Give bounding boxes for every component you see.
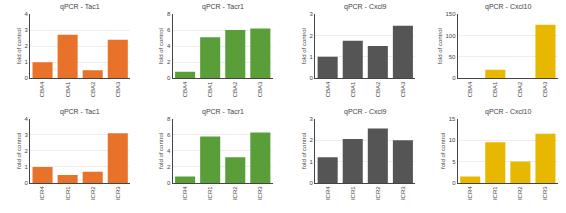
svg-text:1: 1 bbox=[310, 54, 314, 60]
svg-text:qPCR - Cxcl10: qPCR - Cxcl10 bbox=[485, 108, 531, 116]
svg-text:ICR1: ICR1 bbox=[65, 186, 71, 200]
svg-text:1: 1 bbox=[24, 164, 28, 170]
svg-text:2: 2 bbox=[24, 148, 28, 154]
svg-text:4: 4 bbox=[167, 43, 171, 49]
svg-text:ICR1: ICR1 bbox=[207, 186, 213, 200]
svg-text:6: 6 bbox=[167, 132, 171, 138]
svg-text:qPCR - Tacr1: qPCR - Tacr1 bbox=[202, 3, 244, 11]
svg-text:6: 6 bbox=[167, 27, 171, 33]
svg-text:ICR2: ICR2 bbox=[232, 186, 238, 200]
svg-text:CBA3: CBA3 bbox=[542, 81, 548, 97]
svg-text:1: 1 bbox=[310, 159, 314, 165]
svg-text:0: 0 bbox=[24, 75, 28, 81]
svg-text:CBA4: CBA4 bbox=[325, 81, 331, 97]
svg-text:0: 0 bbox=[167, 75, 171, 81]
svg-text:3: 3 bbox=[24, 132, 28, 138]
svg-text:ICR4: ICR4 bbox=[39, 186, 45, 200]
svg-text:ICR3: ICR3 bbox=[400, 186, 406, 200]
svg-text:2: 2 bbox=[310, 33, 314, 39]
svg-text:CBA2: CBA2 bbox=[375, 81, 381, 97]
svg-text:150: 150 bbox=[445, 11, 456, 17]
svg-text:CBA3: CBA3 bbox=[257, 81, 263, 97]
svg-text:qPCR - Tac1: qPCR - Tac1 bbox=[60, 108, 100, 116]
svg-text:0: 0 bbox=[452, 75, 456, 81]
svg-text:fold of control: fold of control bbox=[301, 133, 307, 169]
svg-text:CBA4: CBA4 bbox=[39, 81, 45, 97]
svg-text:ICR4: ICR4 bbox=[467, 186, 473, 200]
svg-text:qPCR - Cxcl10: qPCR - Cxcl10 bbox=[485, 3, 531, 11]
svg-text:100: 100 bbox=[445, 33, 456, 39]
svg-text:ICR3: ICR3 bbox=[257, 186, 263, 200]
svg-text:3: 3 bbox=[310, 116, 314, 122]
svg-text:3: 3 bbox=[310, 11, 314, 17]
svg-text:qPCR - Cxcl9: qPCR - Cxcl9 bbox=[344, 108, 387, 116]
svg-text:qPCR - Tac1: qPCR - Tac1 bbox=[60, 3, 100, 11]
svg-text:CBA4: CBA4 bbox=[467, 81, 473, 97]
svg-text:4: 4 bbox=[24, 11, 28, 17]
svg-text:fold of control: fold of control bbox=[16, 28, 22, 64]
svg-text:fold of control: fold of control bbox=[16, 133, 22, 169]
svg-text:CBA1: CBA1 bbox=[207, 81, 213, 97]
svg-text:fold of control: fold of control bbox=[158, 28, 164, 64]
svg-text:2: 2 bbox=[24, 43, 28, 49]
svg-text:4: 4 bbox=[24, 116, 28, 122]
svg-text:15: 15 bbox=[449, 116, 456, 122]
svg-text:0: 0 bbox=[452, 180, 456, 186]
svg-text:CBA2: CBA2 bbox=[517, 81, 523, 97]
svg-text:ICR4: ICR4 bbox=[182, 186, 188, 200]
svg-text:2: 2 bbox=[167, 164, 171, 170]
svg-text:fold of control: fold of control bbox=[437, 28, 443, 64]
svg-text:8: 8 bbox=[167, 116, 171, 122]
svg-text:ICR1: ICR1 bbox=[350, 186, 356, 200]
svg-text:2: 2 bbox=[310, 137, 314, 143]
svg-text:qPCR - Cxcl9: qPCR - Cxcl9 bbox=[344, 3, 387, 11]
svg-text:ICR2: ICR2 bbox=[375, 186, 381, 200]
svg-text:CBA1: CBA1 bbox=[492, 81, 498, 97]
svg-text:50: 50 bbox=[449, 54, 456, 60]
svg-text:0: 0 bbox=[310, 180, 314, 186]
svg-text:ICR2: ICR2 bbox=[90, 186, 96, 200]
svg-text:fold of control: fold of control bbox=[158, 133, 164, 169]
svg-text:8: 8 bbox=[167, 11, 171, 17]
svg-text:ICR2: ICR2 bbox=[517, 186, 523, 200]
svg-text:CBA1: CBA1 bbox=[350, 81, 356, 97]
svg-text:10: 10 bbox=[449, 137, 456, 143]
svg-text:ICR3: ICR3 bbox=[115, 186, 121, 200]
svg-text:CBA4: CBA4 bbox=[182, 81, 188, 97]
svg-text:4: 4 bbox=[167, 148, 171, 154]
svg-text:3: 3 bbox=[24, 27, 28, 33]
svg-text:ICR4: ICR4 bbox=[325, 186, 331, 200]
svg-text:fold of control: fold of control bbox=[301, 28, 307, 64]
svg-text:2: 2 bbox=[167, 59, 171, 65]
svg-text:CBA3: CBA3 bbox=[400, 81, 406, 97]
svg-text:CBA1: CBA1 bbox=[65, 81, 71, 97]
svg-text:qPCR - Tacr1: qPCR - Tacr1 bbox=[202, 108, 244, 116]
svg-text:ICR1: ICR1 bbox=[492, 186, 498, 200]
svg-text:0: 0 bbox=[24, 180, 28, 186]
svg-text:1: 1 bbox=[24, 59, 28, 65]
svg-text:fold of control: fold of control bbox=[440, 133, 446, 169]
svg-text:CBA2: CBA2 bbox=[232, 81, 238, 97]
svg-text:5: 5 bbox=[452, 159, 456, 165]
svg-text:0: 0 bbox=[310, 75, 314, 81]
svg-text:CBA2: CBA2 bbox=[90, 81, 96, 97]
svg-text:0: 0 bbox=[167, 180, 171, 186]
svg-text:CBA3: CBA3 bbox=[115, 81, 121, 97]
svg-text:ICR3: ICR3 bbox=[542, 186, 548, 200]
